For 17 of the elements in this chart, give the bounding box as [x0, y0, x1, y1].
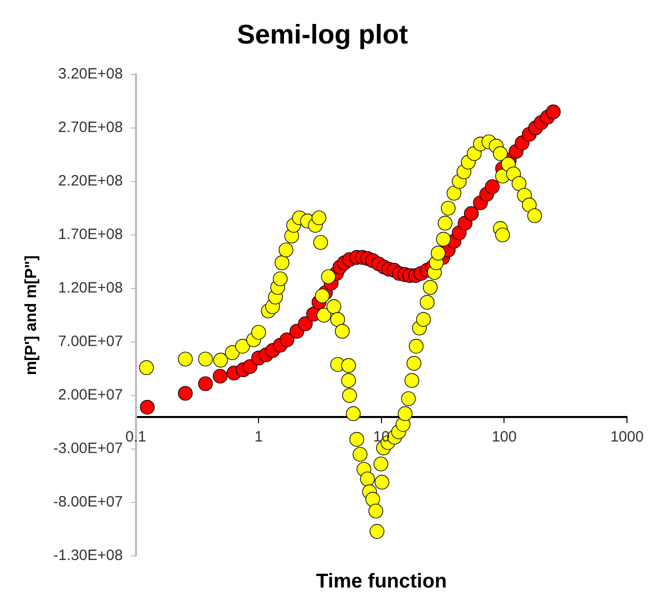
y-tick-label: 1.70E+08: [58, 226, 123, 244]
y-tick-label: 1.20E+08: [58, 280, 123, 297]
y-tick-label: 3.20E+08: [58, 66, 123, 83]
x-tick-label: 0.1: [125, 428, 146, 446]
x-tick-label: 1000: [610, 428, 644, 446]
y-tick-label: 2.70E+08: [58, 119, 123, 136]
y-axis-title: m[P'] and m[P"]: [23, 255, 40, 376]
x-tick-label: 1: [254, 428, 263, 446]
x-tick-label: 100: [492, 428, 517, 446]
chart-title: Semi-log plot: [237, 20, 408, 50]
y-tick-label: 2.00E+07: [58, 386, 123, 404]
y-tick-label: -8.00E+07: [53, 494, 123, 511]
y-tick-label: -3.00E+07: [53, 440, 123, 458]
x-axis-title: Time function: [316, 570, 447, 593]
y-tick-label: 2.20E+08: [58, 172, 123, 190]
y-tick-label: 7.00E+07: [58, 333, 123, 350]
y-tick-label: -1.30E+08: [53, 547, 123, 564]
